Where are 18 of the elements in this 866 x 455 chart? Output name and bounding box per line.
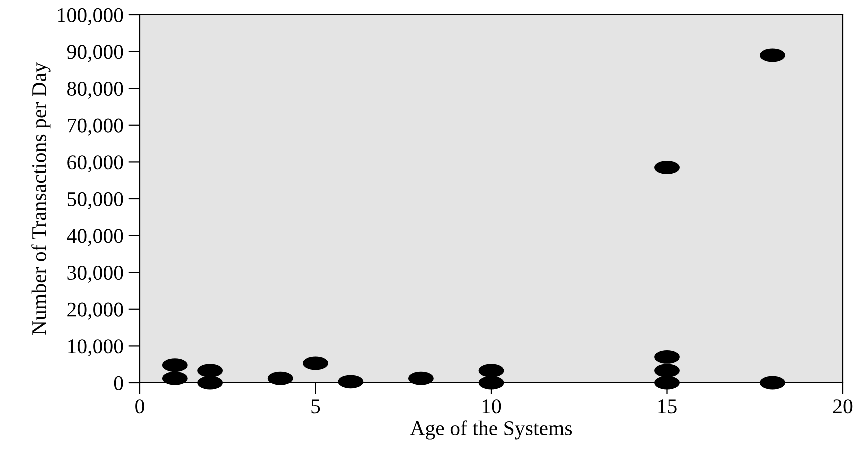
x-tick-label: 15 — [658, 400, 677, 414]
y-tick-label: 70,000 — [68, 118, 124, 136]
y-tick-label: 10,000 — [68, 340, 124, 357]
y-tick-label: 50,000 — [68, 192, 124, 210]
y-tick-label: 0 — [114, 376, 124, 390]
y-tick-label: 40,000 — [67, 229, 124, 246]
y-axis-title: Number of Transactions per Day — [32, 62, 51, 335]
y-tick-label: 80,000 — [68, 82, 124, 100]
x-tick-label: 10 — [482, 400, 502, 414]
y-tick-label: 30,000 — [68, 266, 124, 284]
x-tick-label: 5 — [312, 400, 320, 414]
y-tick-label: 60,000 — [68, 156, 124, 173]
y-tick-label: 20,000 — [68, 302, 124, 320]
y-tick-label: 100,000 — [58, 8, 124, 26]
x-axis-title: Age of the Systems — [410, 420, 572, 440]
x-tick-label: 0 — [136, 400, 144, 414]
y-tick-label: 90,000 — [67, 45, 124, 62]
x-tick-label: 20 — [834, 400, 853, 414]
